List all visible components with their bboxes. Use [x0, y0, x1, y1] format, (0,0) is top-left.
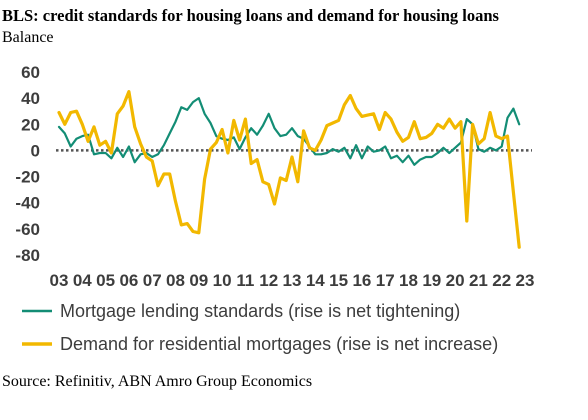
x-tick-label: 22: [492, 271, 511, 290]
y-tick-label: 40: [21, 89, 40, 108]
y-tick-label: -60: [15, 220, 40, 239]
legend-label: Demand for residential mortgages (rise i…: [60, 334, 498, 354]
chart-source: Source: Refinitiv, ABN Amro Group Econom…: [2, 373, 313, 390]
x-tick-label: 21: [469, 271, 488, 290]
x-tick-label: 16: [352, 271, 371, 290]
x-tick-label: 08: [166, 271, 185, 290]
x-tick-label: 18: [399, 271, 418, 290]
legend-label: Mortgage lending standards (rise is net …: [60, 301, 460, 321]
series-line-mortgage-lending-standards: [57, 96, 521, 166]
x-tick-label: 07: [143, 271, 162, 290]
x-tick-label: 03: [50, 271, 69, 290]
x-tick-label: 06: [119, 271, 138, 290]
x-tick-label: 20: [446, 271, 465, 290]
y-tick-label: 20: [21, 115, 40, 134]
x-tick-label: 11: [236, 271, 254, 290]
x-tick-label: 12: [259, 271, 278, 290]
x-tick-label: 23: [516, 271, 535, 290]
y-tick-label: -20: [15, 168, 40, 187]
x-tick-label: 10: [213, 271, 232, 290]
x-tick-label: 15: [329, 271, 348, 290]
chart-title: BLS: credit standards for housing loans …: [2, 6, 499, 25]
y-axis-tick-labels: 60 40 20 0 -20 -40 -60 -80: [15, 63, 40, 265]
x-axis-tick-labels: 03 04 05 06 07 08 09 10 11 12 13 14 15 16 17 18 19 20 21 22…: [50, 271, 535, 290]
legend: Mortgage lending standards (rise is net …: [22, 301, 498, 354]
x-tick-label: 17: [376, 271, 395, 290]
y-tick-label: 60: [21, 63, 40, 82]
x-tick-label: 19: [422, 271, 441, 290]
x-tick-label: 14: [306, 271, 325, 290]
y-tick-label: -40: [15, 194, 40, 213]
x-tick-label: 04: [73, 271, 92, 290]
x-tick-label: 09: [189, 271, 208, 290]
x-tick-label: 05: [96, 271, 115, 290]
series-lines: [57, 89, 521, 249]
series-line-demand-residential-mortgages: [57, 89, 521, 249]
y-tick-label: -80: [15, 246, 40, 265]
y-tick-label: 0: [31, 141, 40, 160]
x-tick-label: 13: [283, 271, 302, 290]
chart-subtitle: Balance: [2, 29, 54, 46]
